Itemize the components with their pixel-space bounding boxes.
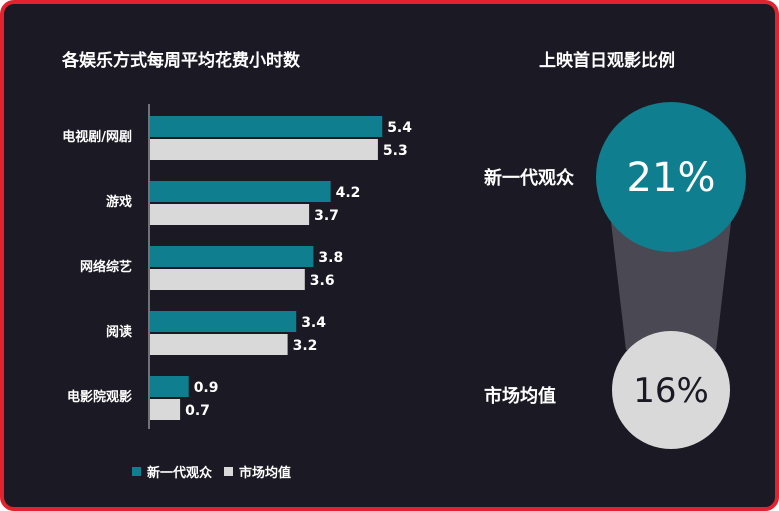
bar-new-audience — [150, 246, 314, 267]
category-label: 电影院观影 — [67, 389, 132, 405]
category-label: 阅读 — [106, 324, 132, 340]
bar-market-average — [150, 204, 310, 225]
bar-new-audience — [150, 116, 383, 137]
bar-value-label: 0.9 — [194, 380, 219, 396]
bubble-value-new-audience: 21% — [627, 155, 716, 201]
chart-canvas: 电视剧/网剧 5.4 5.3 游戏 4.2 3.7 网络综艺 3.8 3.6 阅读 3.4 3.2 电影… — [62, 102, 746, 449]
bar-market-average — [150, 269, 305, 290]
legend-swatch-new-audience — [132, 467, 141, 476]
bar-legend: 新一代观众 市场均值 — [132, 462, 291, 481]
legend-swatch-market-average — [224, 467, 234, 476]
bar-value-label: 3.8 — [318, 250, 343, 266]
bar-new-audience — [150, 181, 331, 202]
category-label: 网络综艺 — [80, 259, 132, 275]
bar-value-label: 5.4 — [387, 120, 412, 136]
bar-value-label: 3.7 — [314, 208, 339, 224]
bar-value-label: 3.2 — [293, 338, 318, 354]
bar-chart-title: 各娱乐方式每周平均花费小时数 — [62, 51, 300, 71]
bubble-value-market-average: 16% — [633, 371, 709, 411]
bubble-new-audience — [596, 102, 746, 252]
legend-label-new-audience: 新一代观众 — [147, 466, 213, 481]
bubble-connector — [611, 222, 731, 350]
bar-value-label: 5.3 — [383, 143, 408, 159]
bar-value-label: 4.2 — [336, 185, 361, 201]
bar-market-average — [150, 399, 181, 420]
bar-new-audience — [150, 376, 189, 397]
bubble-market-average — [612, 331, 730, 449]
bar-market-average — [150, 334, 288, 355]
bar-value-label: 0.7 — [185, 403, 210, 419]
bar-value-label: 3.6 — [310, 273, 335, 289]
category-label: 电视剧/网剧 — [62, 129, 132, 145]
legend-label-market-average: 市场均值 — [239, 466, 292, 481]
bar-value-label: 3.4 — [301, 315, 326, 331]
bar-market-average — [150, 139, 378, 160]
bubble-label-market-average: 市场均值 — [484, 386, 556, 407]
bubble-label-new-audience: 新一代观众 — [484, 168, 574, 189]
bubble-chart-title: 上映首日观影比例 — [539, 51, 675, 71]
category-label: 游戏 — [106, 194, 132, 210]
bar-new-audience — [150, 311, 297, 332]
